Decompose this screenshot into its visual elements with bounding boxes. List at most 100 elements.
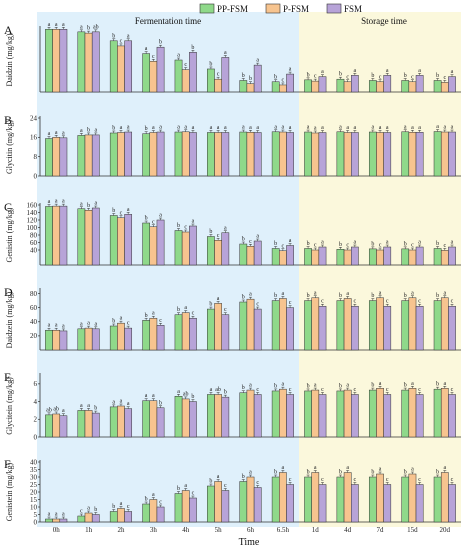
bar-pp-fsm-7d	[368, 389, 377, 438]
significance-letter: c	[451, 299, 454, 305]
significance-letter: c	[354, 299, 357, 305]
bar-pp-fsm-4d	[336, 390, 345, 438]
bar-p-fsm-20d	[440, 82, 449, 93]
significance-letter: a	[379, 381, 382, 387]
significance-letter: a	[249, 470, 252, 476]
bar-pp-fsm-15d	[401, 131, 410, 177]
significance-letter: a	[48, 199, 51, 205]
significance-letter: a	[152, 492, 155, 498]
bar-pp-fsm-2h	[109, 406, 118, 438]
x-tick-label: 4d	[344, 526, 352, 534]
bar-fsm-7d	[383, 484, 392, 523]
significance-letter: a	[224, 125, 227, 131]
significance-letter: b	[209, 302, 212, 308]
significance-letter: c	[256, 480, 259, 486]
significance-letter: a	[177, 389, 180, 395]
significance-letter: a	[145, 46, 148, 52]
significance-letter: a	[80, 128, 83, 134]
y-tick-label: 24	[30, 114, 38, 122]
bar-pp-fsm-3h	[142, 400, 150, 438]
significance-letter: c	[152, 54, 155, 60]
bar-pp-fsm-15d	[401, 476, 410, 523]
bar-pp-fsm-20d	[433, 248, 442, 266]
bar-fsm-3h	[156, 46, 165, 93]
significance-letter: a	[321, 240, 324, 246]
bar-fsm-6.5h	[286, 307, 294, 351]
y-axis-label: Glycitein (mg/kg)	[5, 377, 14, 435]
bar-fsm-1d	[318, 246, 327, 266]
significance-letter: a	[112, 399, 115, 405]
y-tick-label: 100	[27, 224, 38, 232]
panel-letter: F	[4, 457, 11, 471]
y-tick-label: 20	[30, 488, 38, 496]
bar-fsm-1h	[91, 328, 100, 351]
significance-letter: c	[224, 307, 227, 313]
significance-letter: c	[217, 233, 220, 239]
bar-fsm-2h	[124, 40, 133, 93]
significance-letter: a	[418, 125, 421, 131]
bar-p-fsm-0h	[52, 205, 61, 266]
significance-letter: a	[307, 125, 310, 131]
bar-fsm-6.5h	[286, 132, 294, 177]
bar-pp-fsm-6h	[239, 80, 248, 93]
bar-fsm-1h	[91, 207, 100, 266]
x-tick-label: 0h	[53, 526, 61, 534]
significance-letter: a	[249, 383, 252, 389]
bar-pp-fsm-1h	[77, 31, 86, 93]
bar-p-fsm-1d	[311, 249, 320, 266]
significance-letter: b	[191, 45, 194, 51]
significance-letter: a	[314, 125, 317, 131]
significance-letter: a	[379, 290, 382, 296]
bar-pp-fsm-6.5h	[271, 390, 280, 438]
significance-letter: a	[177, 53, 180, 59]
bar-fsm-1d	[318, 132, 327, 177]
bar-pp-fsm-7d	[368, 300, 377, 351]
significance-letter: a	[282, 465, 285, 471]
y-tick-label: 140	[27, 209, 38, 217]
significance-letter: b	[404, 73, 407, 79]
bar-p-fsm-1h	[84, 327, 93, 351]
bar-p-fsm-4d	[343, 298, 352, 351]
significance-letter: a	[289, 125, 292, 131]
significance-letter: b	[404, 470, 407, 476]
y-axis-label: Daidzin (mg/kg)	[5, 33, 14, 86]
significance-letter: b	[159, 400, 162, 406]
significance-letter: a	[62, 130, 65, 136]
x-tick-label: 20d	[440, 526, 451, 534]
significance-letter: a	[242, 125, 245, 131]
x-tick-label: 4h	[182, 526, 190, 534]
significance-letter: b	[307, 383, 310, 389]
significance-letter: c	[159, 318, 162, 324]
bar-fsm-5h	[221, 396, 230, 438]
significance-letter: c	[418, 477, 421, 483]
bar-p-fsm-20d	[440, 131, 449, 177]
y-axis-label: Daidzein (mg/kg)	[5, 291, 14, 348]
bar-fsm-4h	[189, 497, 197, 523]
significance-letter: b	[404, 383, 407, 389]
bar-pp-fsm-5h	[207, 308, 215, 351]
significance-letter: a	[120, 501, 123, 507]
significance-letter: c	[321, 387, 324, 393]
bar-pp-fsm-0h	[45, 138, 53, 177]
significance-letter: a	[62, 512, 65, 518]
significance-letter: c	[224, 483, 227, 489]
significance-letter: ab	[53, 406, 59, 412]
significance-letter: c	[354, 387, 357, 393]
significance-letter: a	[321, 69, 324, 75]
significance-letter: b	[209, 229, 212, 235]
bar-fsm-6.5h	[286, 245, 294, 266]
bar-fsm-4d	[351, 246, 359, 266]
y-tick-label: 40	[30, 458, 38, 466]
significance-letter: b	[145, 313, 148, 319]
bar-p-fsm-5h	[214, 303, 222, 351]
bar-fsm-20d	[448, 131, 456, 177]
significance-letter: a	[87, 403, 90, 409]
significance-letter: c	[418, 299, 421, 305]
bar-fsm-3h	[156, 131, 165, 177]
y-tick-label: 120	[27, 216, 38, 224]
significance-letter: a	[62, 323, 65, 329]
significance-letter: a	[379, 467, 382, 473]
y-tick-label: 40	[30, 246, 38, 254]
significance-letter: a	[436, 124, 439, 130]
